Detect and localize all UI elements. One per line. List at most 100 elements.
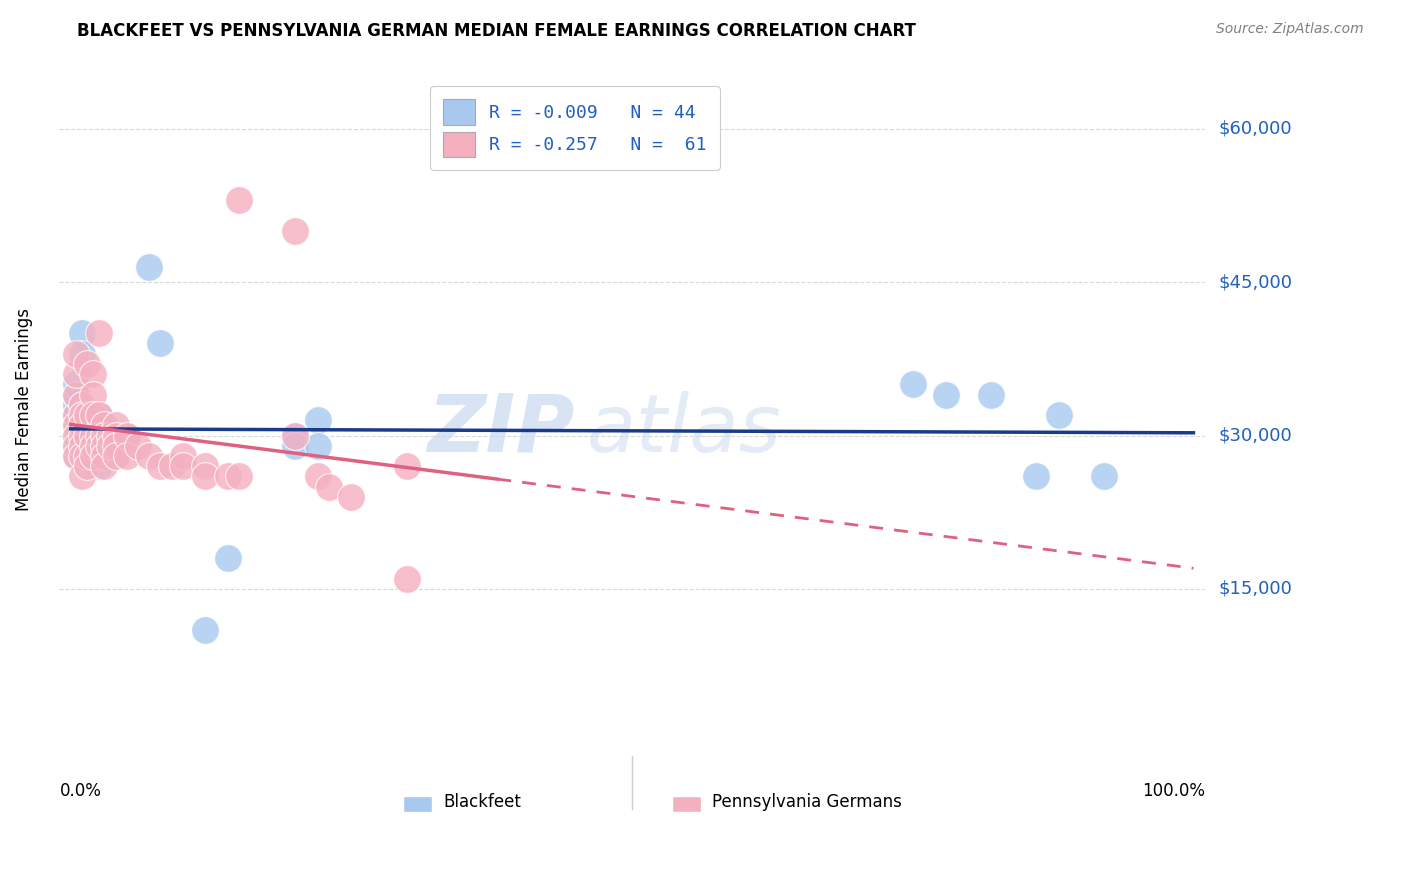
Point (65, 377, 87, 392)
FancyBboxPatch shape (672, 796, 700, 813)
Point (127, 439, 149, 453)
Point (172, 459, 194, 474)
Point (82, 387, 104, 401)
Point (115, 428, 138, 442)
Point (70, 428, 93, 442)
Point (70, 439, 93, 453)
Point (65, 408, 87, 422)
Point (93, 459, 115, 474)
Point (194, 459, 217, 474)
Point (228, 469, 250, 483)
Point (76, 408, 98, 422)
Point (70, 326, 93, 341)
Text: BLACKFEET VS PENNSYLVANIA GERMAN MEDIAN FEMALE EARNINGS CORRELATION CHART: BLACKFEET VS PENNSYLVANIA GERMAN MEDIAN … (77, 22, 917, 40)
Point (65, 418, 87, 433)
Point (93, 449, 115, 463)
Point (82, 418, 104, 433)
Point (340, 490, 363, 504)
Point (307, 469, 329, 483)
Text: Blackfeet: Blackfeet (443, 793, 522, 812)
Point (65, 387, 87, 401)
Point (149, 459, 172, 474)
Y-axis label: Median Female Earnings: Median Female Earnings (15, 309, 32, 511)
Point (70, 408, 93, 422)
Point (65, 439, 87, 453)
Point (217, 551, 239, 566)
Point (138, 260, 160, 274)
Point (104, 449, 127, 463)
Text: $30,000: $30,000 (1219, 426, 1292, 444)
Point (217, 469, 239, 483)
Text: $45,000: $45,000 (1219, 273, 1292, 291)
Point (104, 428, 127, 442)
Point (87, 326, 110, 341)
Text: atlas: atlas (586, 391, 780, 469)
Point (82, 408, 104, 422)
Point (93, 439, 115, 453)
Point (307, 439, 329, 453)
Point (70, 449, 93, 463)
Point (149, 336, 172, 351)
Point (160, 459, 183, 474)
Point (901, 377, 924, 392)
Point (172, 449, 194, 463)
Point (1047, 408, 1070, 422)
Legend: R = -0.009   N = 44, R = -0.257   N =  61: R = -0.009 N = 44, R = -0.257 N = 61 (430, 87, 720, 170)
Point (115, 449, 138, 463)
Point (396, 572, 419, 586)
Point (980, 387, 1002, 401)
Point (93, 428, 115, 442)
Point (65, 346, 87, 360)
Point (87, 428, 110, 442)
Point (82, 428, 104, 442)
Point (93, 418, 115, 433)
Point (70, 449, 93, 463)
Point (228, 193, 250, 207)
Point (1025, 469, 1047, 483)
Point (65, 428, 87, 442)
Point (70, 439, 93, 453)
Point (104, 449, 127, 463)
Text: 100.0%: 100.0% (1142, 782, 1205, 800)
Point (98, 428, 121, 442)
Point (76, 428, 98, 442)
Point (65, 408, 87, 422)
Point (284, 428, 307, 442)
Text: ZIP: ZIP (427, 391, 575, 469)
Point (87, 439, 110, 453)
Point (70, 418, 93, 433)
FancyBboxPatch shape (404, 796, 432, 813)
Point (284, 439, 307, 453)
Point (87, 459, 110, 474)
Point (194, 623, 217, 637)
Point (82, 439, 104, 453)
Text: $60,000: $60,000 (1219, 120, 1292, 137)
Point (76, 459, 98, 474)
Point (76, 357, 98, 371)
Point (87, 408, 110, 422)
Text: Source: ZipAtlas.com: Source: ZipAtlas.com (1216, 22, 1364, 37)
Point (104, 418, 127, 433)
Text: Pennsylvania Germans: Pennsylvania Germans (713, 793, 903, 812)
Text: $15,000: $15,000 (1219, 580, 1292, 598)
Point (307, 413, 329, 427)
Point (65, 449, 87, 463)
Point (76, 449, 98, 463)
Point (104, 439, 127, 453)
Point (87, 439, 110, 453)
Point (76, 424, 98, 438)
Point (65, 439, 87, 453)
Point (93, 439, 115, 453)
Point (65, 387, 87, 401)
Point (76, 408, 98, 422)
Point (93, 428, 115, 442)
Point (82, 449, 104, 463)
Point (284, 224, 307, 238)
Point (104, 428, 127, 442)
Point (65, 418, 87, 433)
Point (935, 387, 957, 401)
Point (98, 428, 121, 442)
Point (70, 428, 93, 442)
Point (396, 459, 419, 474)
Point (70, 398, 93, 412)
